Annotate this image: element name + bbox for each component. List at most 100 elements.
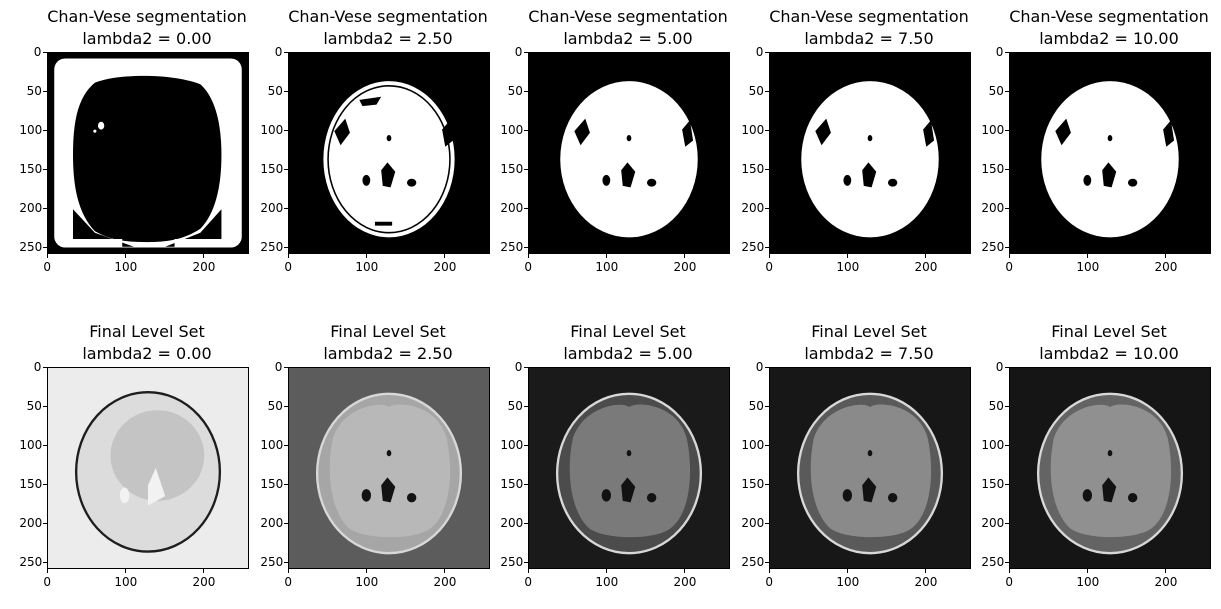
y-tick-label: 250 (260, 240, 283, 254)
y-tick-mark (524, 169, 528, 170)
y-tick-mark (765, 208, 769, 209)
y-tick-mark (765, 367, 769, 368)
x-tick-label: 200 (192, 575, 215, 589)
y-tick-label: 50 (508, 399, 523, 413)
y-tick-mark (284, 367, 288, 368)
y-tick-label: 150 (981, 162, 1004, 176)
y-tick-mark (1005, 169, 1009, 170)
y-tick-label: 150 (500, 477, 523, 491)
y-tick-label: 150 (19, 477, 42, 491)
segmentation-image (288, 52, 490, 254)
segmentation-panel-5: Chan-Vese segmentation lambda2 = 10.00 0 10… (989, 6, 1221, 294)
y-tick-label: 100 (981, 438, 1004, 452)
x-tick-label: 0 (765, 575, 773, 589)
level-set-image (1009, 367, 1211, 569)
x-tick-label: 200 (1154, 575, 1177, 589)
panel-subtitle: lambda2 = 5.00 (508, 343, 748, 365)
x-tick-label: 200 (914, 260, 937, 274)
x-tick-mark (125, 569, 126, 573)
y-tick-label: 250 (500, 555, 523, 569)
y-tick-mark (524, 208, 528, 209)
y-tick-mark (524, 130, 528, 131)
y-tick-mark (43, 208, 47, 209)
y-tick-label: 100 (741, 438, 764, 452)
x-tick-label: 100 (1076, 260, 1099, 274)
y-tick-label: 200 (260, 201, 283, 215)
x-tick-mark (528, 254, 529, 258)
y-tick-label: 100 (741, 123, 764, 137)
x-tick-label: 100 (836, 575, 859, 589)
x-tick-mark (684, 254, 685, 258)
y-tick-mark (765, 562, 769, 563)
x-tick-label: 100 (595, 575, 618, 589)
x-tick-mark (1165, 254, 1166, 258)
y-tick-label: 150 (741, 477, 764, 491)
y-tick-label: 200 (741, 516, 764, 530)
segmentation-image (528, 52, 730, 254)
y-tick-mark (765, 484, 769, 485)
y-tick-mark (1005, 208, 1009, 209)
y-tick-label: 100 (19, 123, 42, 137)
y-tick-label: 50 (268, 399, 283, 413)
x-tick-mark (769, 254, 770, 258)
y-tick-mark (43, 445, 47, 446)
panel-subtitle: lambda2 = 2.50 (268, 28, 508, 50)
x-tick-mark (1165, 569, 1166, 573)
y-tick-label: 200 (19, 516, 42, 530)
y-tick-mark (284, 52, 288, 53)
x-tick-mark (288, 569, 289, 573)
x-tick-mark (606, 569, 607, 573)
y-tick-label: 200 (741, 201, 764, 215)
y-tick-mark (1005, 484, 1009, 485)
level-set-image (769, 367, 971, 569)
x-tick-label: 100 (114, 260, 137, 274)
level-set-panel-1: Final Level Set lambda2 = 0.00 0 100 200 0 50 1… (27, 321, 267, 609)
x-tick-label: 200 (433, 260, 456, 274)
y-tick-label: 50 (27, 84, 42, 98)
y-tick-mark (524, 445, 528, 446)
y-tick-label: 200 (260, 516, 283, 530)
y-tick-label: 0 (756, 45, 764, 59)
panel-title: Final Level Set (27, 321, 267, 343)
y-tick-mark (765, 406, 769, 407)
level-set-panel-4: Final Level Set lambda2 = 7.50 0 100 200 0 50 1… (749, 321, 989, 609)
x-tick-mark (1087, 569, 1088, 573)
y-tick-label: 0 (996, 45, 1004, 59)
x-tick-label: 200 (192, 260, 215, 274)
y-tick-mark (1005, 562, 1009, 563)
x-tick-mark (1087, 254, 1088, 258)
y-tick-mark (1005, 406, 1009, 407)
panel-title: Chan-Vese segmentation (749, 6, 989, 28)
level-set-panel-5: Final Level Set lambda2 = 10.00 0 100 200 0 50… (989, 321, 1221, 609)
y-tick-label: 0 (275, 45, 283, 59)
y-tick-label: 150 (260, 162, 283, 176)
level-set-panel-3: Final Level Set lambda2 = 5.00 0 100 200 0 50 1… (508, 321, 748, 609)
y-tick-label: 250 (19, 240, 42, 254)
x-tick-label: 100 (355, 260, 378, 274)
x-tick-mark (47, 569, 48, 573)
panel-title: Chan-Vese segmentation (27, 6, 267, 28)
y-tick-mark (43, 562, 47, 563)
y-tick-label: 200 (500, 516, 523, 530)
panel-title: Chan-Vese segmentation (268, 6, 508, 28)
y-tick-label: 150 (981, 477, 1004, 491)
segmentation-image (769, 52, 971, 254)
y-tick-mark (765, 169, 769, 170)
x-tick-mark (444, 254, 445, 258)
segmentation-panel-2: Chan-Vese segmentation lambda2 = 2.50 0 100… (268, 6, 508, 294)
x-tick-mark (847, 254, 848, 258)
x-tick-label: 0 (524, 260, 532, 274)
y-tick-mark (524, 91, 528, 92)
y-tick-mark (765, 52, 769, 53)
x-tick-label: 0 (284, 575, 292, 589)
y-tick-mark (524, 247, 528, 248)
level-set-panel-2: Final Level Set lambda2 = 2.50 0 100 200 0 50 1… (268, 321, 508, 609)
y-tick-label: 50 (27, 399, 42, 413)
y-tick-label: 100 (981, 123, 1004, 137)
y-tick-mark (765, 91, 769, 92)
y-tick-label: 100 (500, 438, 523, 452)
y-tick-mark (43, 523, 47, 524)
y-tick-mark (765, 130, 769, 131)
y-tick-mark (1005, 445, 1009, 446)
segmentation-image (47, 52, 249, 254)
